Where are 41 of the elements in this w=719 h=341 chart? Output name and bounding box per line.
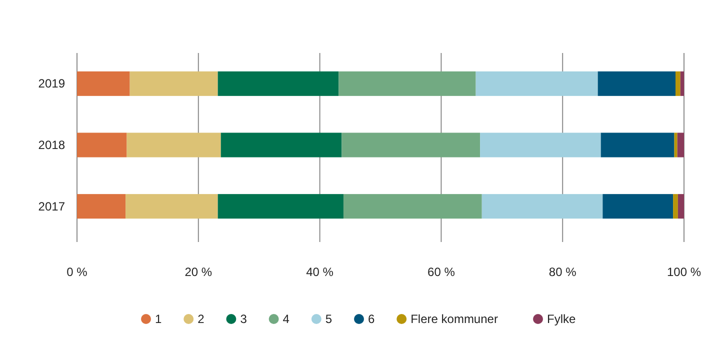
y-tick-label: 2018 (38, 138, 66, 152)
bar (338, 71, 476, 96)
y-tick-label: 2017 (38, 199, 66, 214)
x-tick-label: 0 % (66, 265, 88, 279)
x-tick-label: 60 % (428, 265, 456, 279)
x-tick-label: 40 % (306, 265, 334, 279)
bar (126, 132, 221, 158)
x-tick-label: 80 % (548, 265, 577, 279)
bar (677, 132, 684, 158)
x-tick-label: 20 % (184, 265, 212, 279)
legend-label: 4 (282, 312, 290, 326)
legend-label: 3 (240, 312, 248, 326)
bar (343, 194, 482, 219)
y-tick-label: 2019 (38, 76, 66, 91)
bar (130, 71, 218, 96)
bar (674, 132, 678, 158)
bar (476, 71, 598, 96)
bar (126, 194, 218, 219)
legend-label: 2 (198, 312, 205, 326)
legend-label: 5 (325, 312, 332, 326)
bar (602, 194, 674, 219)
bar (600, 132, 674, 158)
bar (482, 194, 603, 219)
bar (220, 132, 342, 158)
bar (77, 71, 130, 96)
bar (77, 132, 127, 158)
bar (77, 194, 126, 219)
bar (678, 194, 684, 219)
bar (676, 71, 680, 96)
bar (598, 71, 676, 96)
bar (218, 71, 339, 96)
x-tick-label: 100 % (666, 265, 702, 279)
bar (680, 71, 684, 96)
legend-label: Fylke (547, 312, 576, 326)
legend-label: 1 (155, 312, 162, 326)
bar (342, 132, 480, 158)
legend-label: Flere kommuner (410, 312, 498, 326)
bar (218, 194, 344, 219)
legend-label: 6 (368, 312, 375, 326)
bar (480, 132, 601, 158)
bar (673, 194, 678, 219)
